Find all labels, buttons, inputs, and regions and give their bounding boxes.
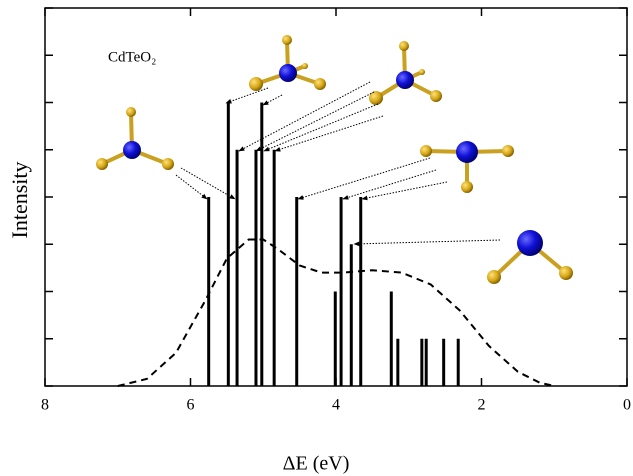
molecule (96, 107, 174, 170)
x-tick-label: 2 (478, 397, 486, 414)
x-axis-label: ΔE (eV) (283, 453, 350, 475)
envelope-line (117, 238, 555, 387)
x-tick-label: 4 (332, 397, 340, 414)
molecule (369, 41, 442, 105)
x-tick-label: 0 (623, 397, 631, 414)
x-tick-label: 8 (41, 397, 49, 414)
x-tick-label: 6 (187, 397, 195, 414)
molecule (249, 35, 326, 91)
molecule (487, 230, 573, 284)
annotation: CdTeO₂ (108, 49, 156, 65)
pointer-arrows (175, 81, 501, 247)
molecule (420, 141, 514, 193)
molecules (96, 35, 573, 284)
y-axis-label: Intensity (7, 162, 32, 239)
